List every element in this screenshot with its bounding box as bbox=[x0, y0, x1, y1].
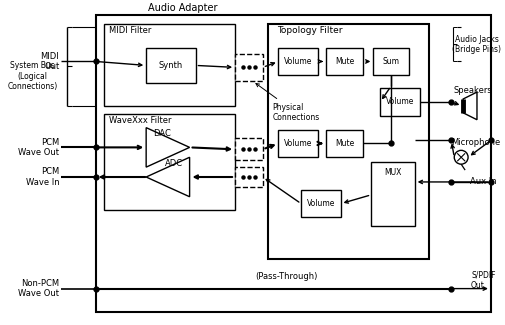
Bar bbox=[96, 15, 491, 312]
Bar bbox=[373, 48, 409, 75]
Text: Mute: Mute bbox=[335, 139, 355, 148]
Text: Audio Jacks
(Bridge Pins): Audio Jacks (Bridge Pins) bbox=[452, 35, 501, 54]
Text: Volume: Volume bbox=[284, 57, 313, 66]
Text: Volume: Volume bbox=[307, 199, 335, 208]
Text: MIDI
Out: MIDI Out bbox=[40, 52, 59, 71]
Text: Speakers: Speakers bbox=[453, 85, 492, 95]
Text: Aux In: Aux In bbox=[470, 177, 497, 187]
Bar bbox=[380, 88, 420, 116]
Bar bbox=[104, 24, 235, 106]
Text: Volume: Volume bbox=[386, 98, 414, 107]
Bar bbox=[268, 24, 429, 259]
Text: Physical
Connections: Physical Connections bbox=[256, 84, 320, 122]
Text: Topology Filter: Topology Filter bbox=[277, 26, 343, 35]
Text: Audio Adapter: Audio Adapter bbox=[148, 3, 218, 13]
Text: MIDI Filter: MIDI Filter bbox=[109, 26, 151, 35]
Text: DAC: DAC bbox=[153, 129, 171, 138]
Text: WaveXxx Filter: WaveXxx Filter bbox=[109, 116, 171, 125]
Text: Mute: Mute bbox=[335, 57, 355, 66]
Text: ADC: ADC bbox=[165, 159, 183, 168]
Bar bbox=[301, 190, 341, 217]
Bar bbox=[326, 130, 364, 157]
Text: MUX: MUX bbox=[384, 168, 401, 176]
Text: Microphone: Microphone bbox=[451, 138, 500, 147]
Text: (Pass-Through): (Pass-Through) bbox=[255, 272, 318, 281]
Text: PCM
Wave In: PCM Wave In bbox=[26, 167, 59, 187]
Text: Sum: Sum bbox=[383, 57, 399, 66]
Bar bbox=[104, 114, 235, 210]
Bar bbox=[371, 162, 415, 227]
Bar bbox=[278, 48, 318, 75]
Text: Non-PCM
Wave Out: Non-PCM Wave Out bbox=[18, 279, 59, 298]
Bar bbox=[326, 48, 364, 75]
Text: Volume: Volume bbox=[284, 139, 313, 148]
Bar bbox=[146, 48, 195, 83]
Text: PCM
Wave Out: PCM Wave Out bbox=[18, 138, 59, 157]
Bar bbox=[278, 130, 318, 157]
Bar bbox=[235, 54, 263, 81]
Text: System Bus
(Logical
Connections): System Bus (Logical Connections) bbox=[8, 61, 58, 91]
Bar bbox=[235, 138, 263, 160]
Text: Synth: Synth bbox=[159, 61, 183, 70]
Text: S/PDIF
Out: S/PDIF Out bbox=[471, 271, 495, 291]
Bar bbox=[235, 167, 263, 187]
